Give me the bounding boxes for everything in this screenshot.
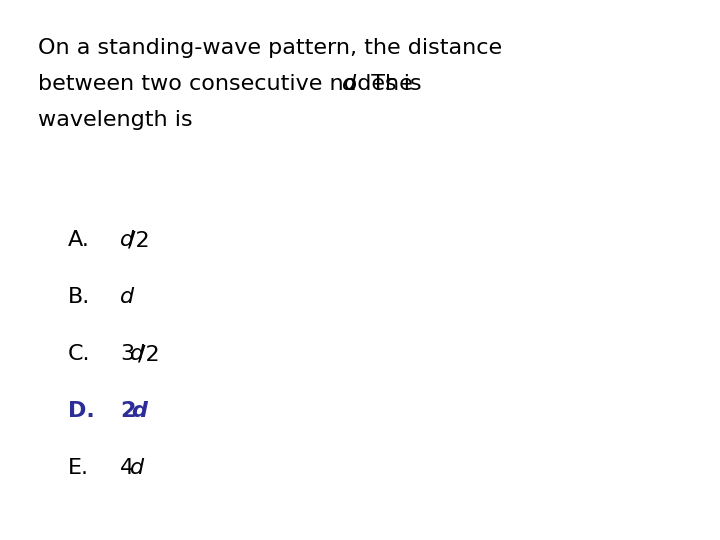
Text: 3: 3: [120, 344, 134, 364]
Text: C.: C.: [68, 344, 91, 364]
Text: On a standing-wave pattern, the distance: On a standing-wave pattern, the distance: [38, 38, 502, 58]
Text: d: d: [120, 230, 134, 250]
Text: d: d: [341, 74, 356, 94]
Text: D.: D.: [68, 401, 95, 421]
Text: d: d: [131, 401, 147, 421]
Text: d: d: [120, 287, 134, 307]
Text: B.: B.: [68, 287, 90, 307]
Text: A.: A.: [68, 230, 90, 250]
Text: between two consecutive nodes is: between two consecutive nodes is: [38, 74, 428, 94]
Text: 4: 4: [120, 458, 134, 478]
Text: wavelength is: wavelength is: [38, 110, 193, 130]
Text: E.: E.: [68, 458, 89, 478]
Text: /2: /2: [138, 344, 160, 364]
Text: 2: 2: [120, 401, 135, 421]
Text: d: d: [130, 344, 144, 364]
Text: d: d: [130, 458, 144, 478]
Text: /2: /2: [128, 230, 150, 250]
Text: .  The: . The: [350, 74, 413, 94]
